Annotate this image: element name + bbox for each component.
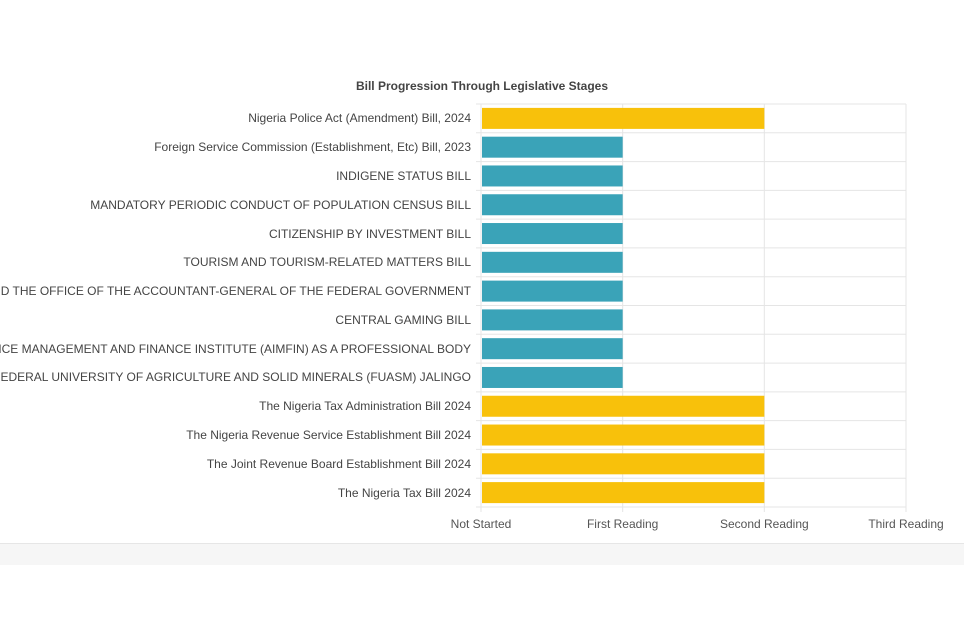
bar xyxy=(482,395,765,417)
bar xyxy=(482,223,623,245)
bar xyxy=(482,309,623,331)
bar xyxy=(482,482,765,504)
category-label: The Nigeria Tax Administration Bill 2024 xyxy=(259,399,471,414)
bar xyxy=(482,194,623,216)
bar xyxy=(482,338,623,360)
category-label: HE FEDERAL UNIVERSITY OF AGRICULTURE AND… xyxy=(0,370,471,385)
chart-plot xyxy=(476,103,907,512)
category-label: CENTRAL GAMING BILL xyxy=(335,312,471,327)
category-label: CITIZENSHIP BY INVESTMENT BILL xyxy=(268,226,471,241)
category-label: INDIGENE STATUS BILL xyxy=(336,168,471,183)
category-label: N AND THE OFFICE OF THE ACCOUNTANT-GENER… xyxy=(0,284,471,299)
bar xyxy=(482,453,765,475)
footer-band xyxy=(0,543,964,565)
category-label: GENCE MANAGEMENT AND FINANCE INSTITUTE (… xyxy=(0,341,471,356)
bar-layer xyxy=(482,107,765,504)
category-label: The Nigeria Revenue Service Establishmen… xyxy=(186,428,471,443)
chart-title: Bill Progression Through Legislative Sta… xyxy=(355,79,609,93)
category-label: TOURISM AND TOURISM-RELATED MATTERS BILL xyxy=(183,255,471,270)
category-label: The Joint Revenue Board Establishment Bi… xyxy=(206,456,471,471)
grid-layer xyxy=(476,103,907,512)
category-label: Nigeria Police Act (Amendment) Bill, 202… xyxy=(248,111,471,126)
chart-container: Bill Progression Through Legislative Sta… xyxy=(0,79,944,531)
x-tick-label: Second Reading xyxy=(719,517,809,531)
bar xyxy=(482,107,765,129)
bar xyxy=(482,165,623,187)
bar xyxy=(482,366,623,388)
bar xyxy=(482,424,765,446)
bar xyxy=(482,136,623,158)
x-tick-label: Third Reading xyxy=(868,517,944,531)
category-label: MANDATORY PERIODIC CONDUCT OF POPULATION… xyxy=(90,197,471,212)
category-label: The Nigeria Tax Bill 2024 xyxy=(337,485,471,500)
x-tick-label: First Reading xyxy=(586,517,659,531)
x-tick-label: Not Started xyxy=(450,517,512,531)
bar xyxy=(482,251,623,273)
bar xyxy=(482,280,623,302)
category-label: Foreign Service Commission (Establishmen… xyxy=(154,140,471,155)
